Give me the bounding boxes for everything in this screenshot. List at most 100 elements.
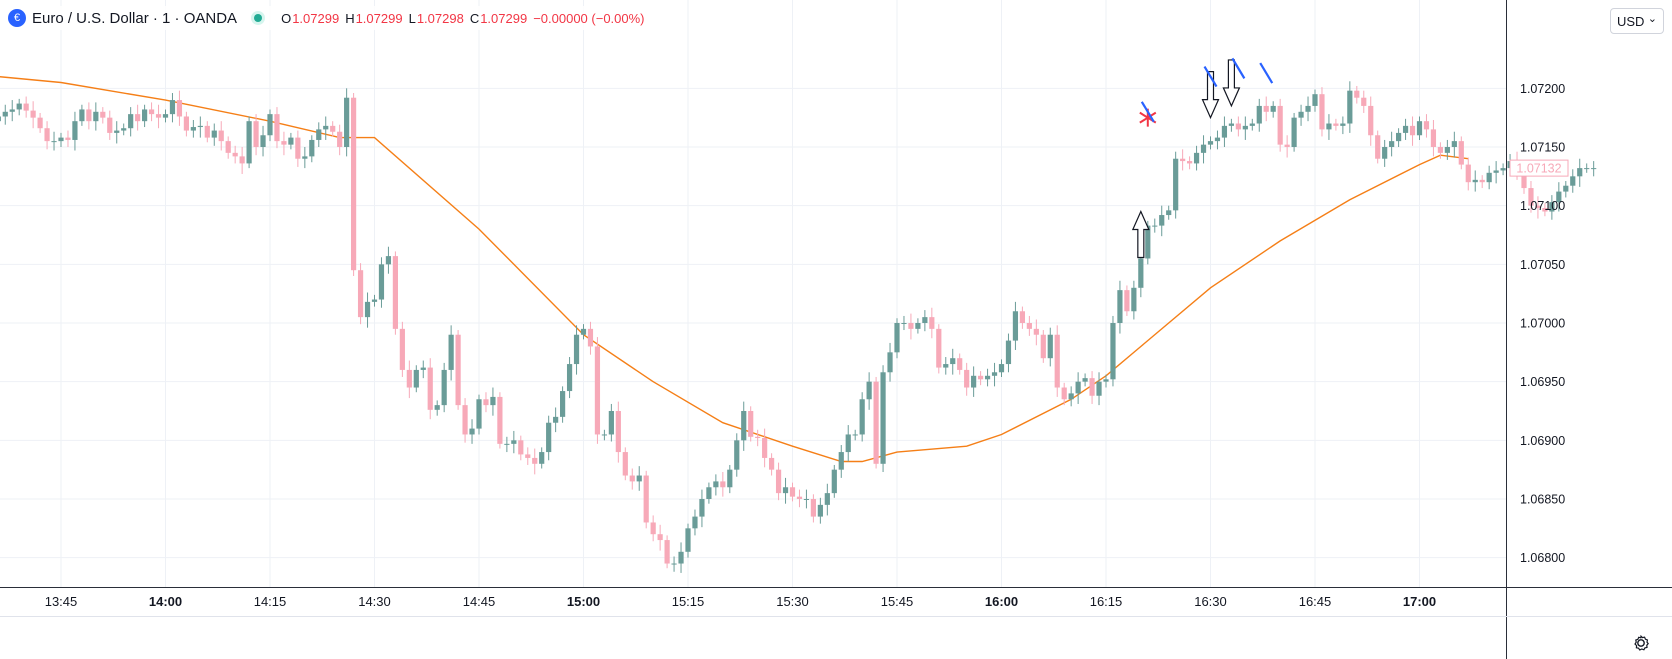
candle-up: [915, 322, 921, 329]
candle-down: [762, 437, 768, 458]
x-tick-label: 13:45: [45, 594, 78, 609]
candle-up: [316, 129, 322, 140]
candle-up: [699, 498, 705, 517]
x-tick-label: 14:45: [463, 594, 496, 609]
candle-down: [86, 109, 92, 122]
candle-up: [434, 405, 440, 410]
candle-up: [1298, 111, 1304, 118]
candle-up: [678, 551, 684, 564]
candles: [0, 81, 1597, 573]
candle-up: [1214, 137, 1221, 142]
candle-up: [441, 369, 447, 406]
candle-down: [1180, 158, 1186, 162]
candle-down: [497, 396, 503, 444]
candle-up: [9, 109, 15, 112]
candle-up: [364, 301, 371, 318]
candle-up: [302, 156, 308, 159]
candle-up: [692, 516, 698, 529]
candle-up: [608, 410, 614, 435]
candle-up: [1159, 215, 1165, 226]
candle-down: [1409, 125, 1416, 136]
candle-up: [950, 358, 956, 365]
candle-up: [2, 111, 8, 117]
candle-down: [908, 322, 914, 329]
candle-down: [155, 114, 162, 118]
currency-selector[interactable]: USD ⌄: [1610, 8, 1664, 34]
candle-up: [1347, 90, 1353, 124]
current-price-tag: [1509, 159, 1569, 177]
symbol-title[interactable]: Euro / U.S. Dollar · 1 · OANDA: [32, 9, 238, 27]
candle-up: [72, 121, 78, 140]
candle-down: [218, 130, 224, 142]
candle-down: [587, 328, 594, 347]
candle-up: [887, 352, 893, 373]
x-tick-label: 16:45: [1299, 594, 1332, 609]
candle-up: [859, 399, 865, 435]
candle-down: [957, 358, 963, 370]
candle-down: [462, 405, 468, 435]
candle-up: [169, 100, 176, 115]
candle-down: [1333, 123, 1339, 126]
chevron-down-icon: ⌄: [1647, 12, 1657, 25]
candle-up: [93, 111, 99, 122]
candle-up: [546, 422, 552, 453]
candle-up: [984, 375, 991, 380]
y-tick-label: 1.07100: [1520, 199, 1565, 213]
candle-down: [1284, 144, 1290, 147]
annotations: [1131, 57, 1274, 259]
candle-down: [1528, 188, 1534, 206]
candle-up: [1138, 258, 1144, 288]
close-label: C: [469, 10, 480, 26]
candle-down: [964, 369, 970, 388]
candle-up: [267, 114, 273, 136]
candle-up: [1221, 125, 1228, 138]
gear-icon[interactable]: [1630, 632, 1652, 654]
candle-up: [1577, 168, 1583, 177]
candle-up: [1110, 322, 1116, 380]
x-tick-label: 15:15: [672, 594, 705, 609]
candle-down: [873, 381, 879, 464]
x-tick-label: 16:15: [1090, 594, 1123, 609]
candle-down: [936, 328, 942, 368]
candle-down: [1521, 170, 1527, 189]
candle-up: [991, 372, 998, 376]
candle-up: [866, 381, 872, 400]
candle-up: [142, 109, 148, 122]
candle-up: [1096, 381, 1102, 396]
candle-up: [1173, 158, 1179, 211]
candle-up: [1152, 225, 1158, 227]
candle-up: [601, 434, 607, 436]
arrow-down-icon: [1222, 59, 1241, 108]
candle-up: [114, 130, 120, 133]
candle-up: [1556, 191, 1562, 203]
candle-down: [525, 454, 531, 458]
candle-up: [190, 127, 196, 131]
candle-up: [1584, 168, 1590, 170]
candle-up: [824, 493, 830, 505]
x-tick-label: 16:00: [985, 594, 1018, 609]
low-value: 1.07298: [416, 10, 464, 26]
candle-up: [1396, 132, 1402, 142]
candle-up: [1242, 125, 1248, 130]
candle-up: [1570, 176, 1576, 186]
candle-up: [560, 391, 566, 417]
candle-up: [1075, 381, 1081, 394]
candle-up: [1444, 146, 1450, 153]
candle-up: [727, 469, 733, 488]
candle-up: [1451, 141, 1457, 147]
candle-up: [1166, 210, 1172, 216]
market-status-icon[interactable]: [251, 11, 266, 25]
candle-up: [378, 264, 385, 300]
x-tick-label: 15:00: [567, 594, 600, 609]
candle-up: [1047, 334, 1053, 359]
candle-up: [1389, 141, 1395, 147]
candle-up: [1145, 225, 1151, 259]
candle-up: [1005, 340, 1012, 365]
candle-up: [476, 399, 482, 429]
x-tick-label: 14:30: [358, 594, 391, 609]
candle-up: [197, 125, 203, 128]
candle-up: [1416, 121, 1423, 136]
candle-up: [128, 114, 134, 129]
